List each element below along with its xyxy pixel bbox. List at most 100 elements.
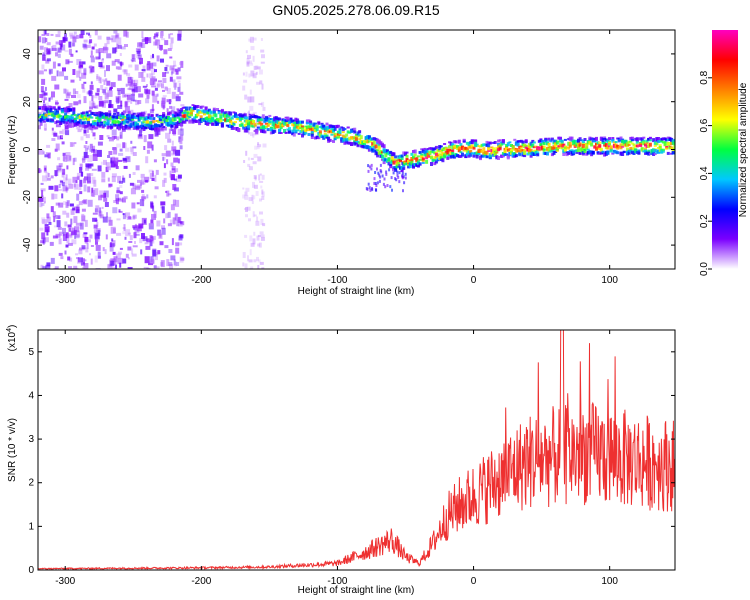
spectrogram-cell — [438, 156, 442, 160]
spectrogram-cell — [139, 199, 144, 207]
spectrogram-cell — [640, 137, 644, 142]
spectrogram-cell — [410, 152, 414, 156]
spectrogram-cell — [75, 34, 79, 39]
spectrogram-cell — [663, 138, 667, 141]
spectrogram-cell — [421, 161, 425, 164]
spectrogram-cell — [670, 146, 674, 150]
spectrogram-cell — [169, 263, 173, 269]
spectrogram-cell — [58, 184, 61, 188]
spectrogram-cell — [247, 157, 250, 161]
spectrogram-cell — [382, 182, 385, 186]
spectrogram-cell — [78, 124, 82, 128]
spectrogram-cell — [178, 118, 182, 123]
spectrogram-cell — [310, 131, 314, 134]
spectrogram-cell — [149, 80, 154, 84]
spectrogram-cell — [286, 116, 290, 121]
spectrogram-cell — [350, 142, 353, 146]
spectrogram-cell — [86, 91, 91, 95]
spectrogram-cell — [136, 125, 139, 129]
spectrogram-cell — [63, 177, 68, 184]
spectrogram-cell — [252, 113, 255, 116]
spectrogram-cell — [328, 130, 332, 133]
spectrogram-cell — [577, 149, 580, 153]
spectrogram-cell — [81, 158, 85, 161]
spectrogram-cell — [62, 185, 68, 192]
spectrogram-cell — [292, 123, 296, 127]
spectrogram-cell — [172, 149, 176, 155]
spectrogram-cell — [323, 132, 327, 135]
spectrogram-cell — [508, 152, 512, 157]
spectrogram-cell — [563, 147, 567, 152]
spectrogram-cell — [198, 121, 202, 126]
spectrogram-cell — [116, 190, 121, 194]
spectrogram-cell — [258, 103, 263, 106]
spectrogram-cell — [154, 33, 159, 38]
spectrogram-cell — [127, 257, 130, 260]
spectrogram-cell — [93, 179, 97, 187]
spectrogram-cell — [253, 65, 257, 70]
spectrogram-cell — [82, 61, 86, 65]
spectrogram-cell — [434, 160, 438, 164]
spectrogram-cell — [608, 145, 611, 148]
spectrogram-cell — [142, 65, 146, 73]
spectrogram-cell — [152, 120, 156, 124]
spectrogram-cell — [642, 139, 646, 142]
spectrogram-cell — [44, 105, 48, 109]
spectrogram-cell — [536, 153, 540, 157]
spectrogram-cell — [497, 156, 500, 160]
spectrogram-cell — [176, 108, 180, 113]
spectrogram-cell — [560, 139, 564, 143]
spectrogram-cell — [46, 118, 50, 122]
spectrogram-cell — [171, 67, 175, 74]
spectrogram-cell — [196, 105, 200, 108]
spectrogram-cell — [309, 125, 313, 129]
spectrogram-cell — [89, 34, 92, 38]
spectrogram-cell — [76, 175, 80, 180]
spectrogram-cell — [82, 124, 86, 128]
spectrogram-cell — [150, 67, 155, 75]
spectrogram-cell — [372, 145, 376, 149]
spectrogram-cell — [377, 171, 380, 175]
spectrogram-cell — [250, 62, 254, 66]
spectrogram-cell — [42, 114, 46, 119]
spectrogram-cell — [257, 156, 262, 162]
spectrogram-cell — [180, 125, 183, 131]
snr-series-line — [38, 330, 675, 570]
spectrogram-cell — [260, 118, 264, 122]
spectrogram-cell — [382, 160, 386, 165]
spectrogram-cell — [109, 86, 113, 91]
spectrogram-cell — [359, 143, 363, 146]
snr-multiplier-exponent: 4 — [6, 328, 13, 332]
spectrogram-cell — [390, 176, 393, 180]
spectrogram-cell — [248, 259, 253, 263]
spectrogram-cell — [234, 121, 237, 124]
spectrogram-cell — [413, 163, 417, 167]
spectrogram-cell — [73, 31, 77, 35]
spectrogram-cell — [444, 147, 448, 151]
spectrogram-cell — [487, 148, 491, 152]
spectrogram-cell — [134, 79, 139, 86]
spectrogram-cell — [41, 203, 45, 206]
spectrogram-cell — [257, 144, 262, 148]
spectrogram-cell — [73, 120, 77, 123]
spectrogram-cell — [132, 121, 136, 126]
spectrogram-cell — [92, 145, 96, 151]
spectrogram-cell — [89, 143, 93, 149]
spectrogram-cell — [53, 267, 59, 269]
spectrogram-cell — [405, 154, 409, 157]
spectrogram-cell — [122, 231, 126, 235]
spectrogram-cell — [399, 166, 402, 170]
spectrogram-cell — [438, 150, 442, 153]
spectrogram-cell — [143, 266, 149, 269]
spectrogram-cell — [555, 147, 559, 151]
spectrogram-cell — [127, 87, 132, 90]
spectrogram-cell — [516, 149, 520, 153]
spectrogram-cell — [498, 139, 502, 142]
spectrogram-cell — [523, 149, 527, 153]
spectrogram-cell — [573, 144, 577, 147]
spectrogram-cell — [403, 151, 407, 155]
spectrogram-cell — [83, 39, 88, 43]
spectrogram-cell — [96, 238, 100, 242]
spectrogram-cell — [132, 112, 136, 115]
spectrogram-cell — [128, 64, 133, 68]
